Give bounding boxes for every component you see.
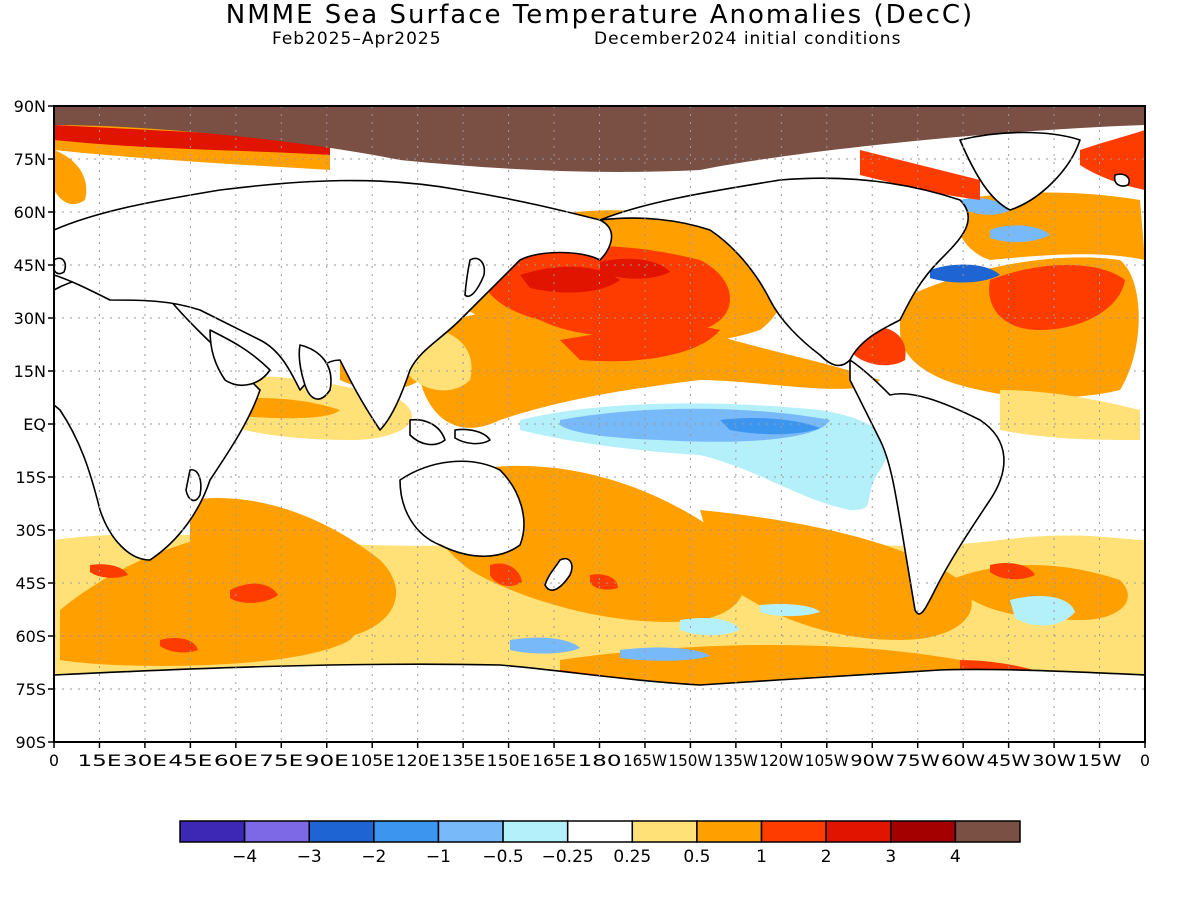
colorbar-swatch	[890, 820, 957, 843]
lon-tick-label: 180	[578, 751, 622, 770]
colorbar-label: 0.25	[613, 847, 651, 867]
colorbar-swatch	[760, 820, 827, 843]
lon-tick-label: 75W	[896, 751, 940, 770]
colorbar-label: 1	[756, 847, 767, 867]
colorbar-label: −1	[426, 847, 451, 867]
colorbar-label: 2	[821, 847, 832, 867]
lon-tick-label: 135E	[441, 751, 485, 770]
colorbar-swatch	[954, 820, 1021, 843]
colorbar-swatch	[308, 820, 375, 843]
lon-tick-label: 60W	[941, 751, 985, 770]
graticule	[54, 106, 1145, 742]
lon-tick-label: 0	[49, 751, 59, 770]
colorbar-label: −0.5	[482, 847, 523, 867]
lat-tick-label: 90S	[15, 733, 46, 752]
lat-tick-label: 30S	[15, 521, 46, 540]
lon-tick-label: 45E	[168, 751, 212, 770]
longitude-axis: 0 15E 30E 45E 60E 75E 90E 105E 120E 135E 150E 165E 1…	[49, 742, 1150, 770]
colorbar-label: −2	[361, 847, 386, 867]
lon-tick-label: 135W	[714, 751, 758, 770]
lon-tick-label: 150E	[487, 751, 531, 770]
lat-tick-label: 30N	[14, 309, 46, 328]
colorbar-swatch	[696, 820, 763, 843]
colorbar-swatch	[437, 820, 504, 843]
lat-tick-label: 45N	[14, 256, 46, 275]
latitude-axis: 90N 75N 60N 45N 30N 15N EQ 15S 30S 45S 60S 75S 90S	[14, 97, 54, 752]
forecast-period: Feb2025–Apr2025	[272, 29, 442, 49]
lon-tick-label: 90W	[850, 751, 894, 770]
lat-tick-label: 75S	[15, 680, 46, 699]
colorbar-label: 4	[950, 847, 961, 867]
lon-tick-label: 30W	[1032, 751, 1076, 770]
lon-tick-label: 120E	[396, 751, 440, 770]
colorbar-swatch	[373, 820, 440, 843]
colorbar-swatch	[243, 820, 310, 843]
lat-tick-label: EQ	[23, 415, 46, 434]
initial-conditions: December2024 initial conditions	[594, 29, 902, 49]
lon-tick-label: 150W	[668, 751, 712, 770]
lon-tick-label: 120W	[759, 751, 803, 770]
lon-tick-label: 60E	[214, 751, 258, 770]
lon-tick-label: 0	[1140, 751, 1150, 770]
lon-tick-label: 45W	[987, 751, 1031, 770]
colorbar-label: −4	[232, 847, 257, 867]
colorbar-swatch	[566, 820, 634, 843]
lon-tick-label: 105W	[805, 751, 849, 770]
colorbar: −4 −3 −2 −1 −0.5 −0.25 0.25 0.5 1 2 3 4	[179, 820, 1021, 867]
lon-tick-label: 75E	[259, 751, 303, 770]
lat-tick-label: 60N	[14, 203, 46, 222]
colorbar-label: 0.5	[683, 847, 710, 867]
lon-tick-label: 105E	[350, 751, 394, 770]
lon-tick-label: 165W	[623, 751, 667, 770]
lat-tick-label: 45S	[15, 574, 46, 593]
colorbar-swatch	[502, 820, 569, 843]
lon-tick-label: 15W	[1078, 751, 1122, 770]
lat-tick-label: 75N	[14, 150, 46, 169]
lon-tick-label: 30E	[123, 751, 167, 770]
lat-tick-label: 90N	[14, 97, 46, 116]
lat-tick-label: 15N	[14, 362, 46, 381]
lon-tick-label: 165E	[532, 751, 576, 770]
lon-tick-label: 15E	[77, 751, 121, 770]
colorbar-label: −0.25	[542, 847, 594, 867]
colorbar-swatch	[825, 820, 892, 843]
colorbar-swatch	[179, 820, 246, 843]
lat-tick-label: 60S	[15, 627, 46, 646]
colorbar-swatch	[631, 820, 698, 843]
colorbar-label: −3	[297, 847, 322, 867]
lat-tick-label: 15S	[15, 468, 46, 487]
lon-tick-label: 90E	[305, 751, 349, 770]
colorbar-label: 3	[885, 847, 896, 867]
map-title: NMME Sea Surface Temperature Anomalies (…	[225, 0, 975, 30]
